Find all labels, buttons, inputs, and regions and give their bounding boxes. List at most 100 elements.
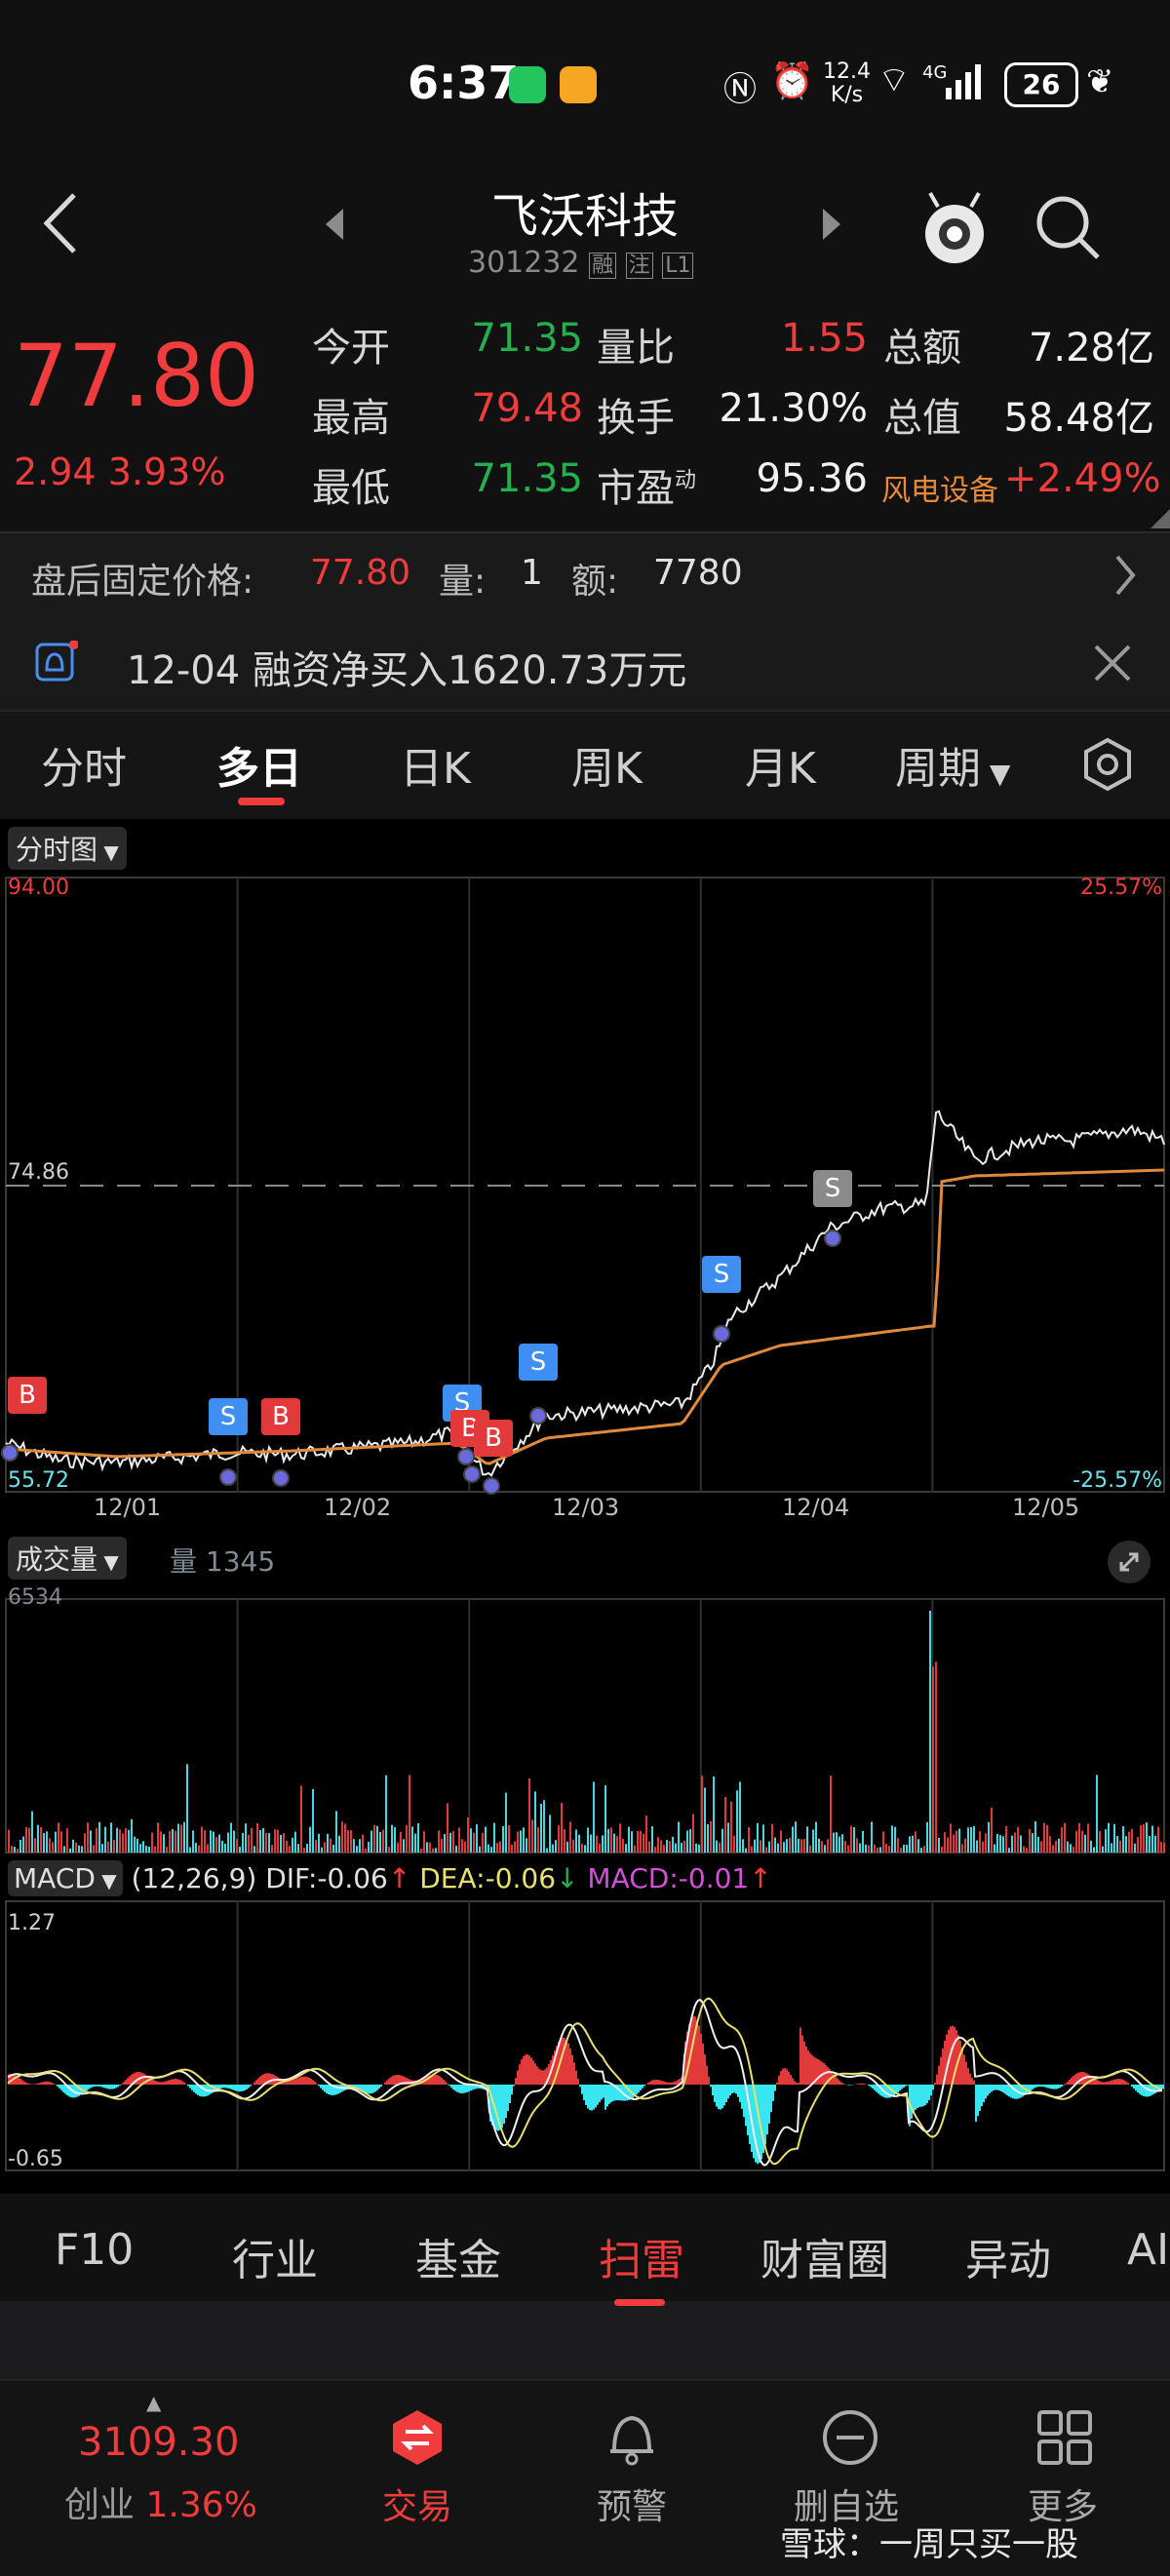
volume-bar bbox=[1113, 1824, 1115, 1853]
macd-selector-label: MACD bbox=[14, 1862, 96, 1894]
sell-marker[interactable]: S bbox=[209, 1398, 248, 1435]
volume-bar bbox=[473, 1833, 475, 1853]
volume-bar bbox=[43, 1833, 45, 1853]
tab-industry[interactable]: 行业 bbox=[232, 2225, 318, 2287]
close-icon[interactable] bbox=[1092, 643, 1133, 687]
buy-marker[interactable]: B bbox=[8, 1377, 47, 1414]
robot-assistant-icon[interactable] bbox=[920, 185, 989, 277]
volume-bar bbox=[879, 1847, 881, 1853]
macd-histogram-bar bbox=[667, 2083, 669, 2085]
macd-histogram-bar bbox=[193, 2085, 195, 2092]
macd-histogram-bar bbox=[458, 2085, 460, 2093]
search-icon[interactable] bbox=[1034, 193, 1102, 265]
volume-bar bbox=[248, 1835, 250, 1853]
sell-marker-inactive[interactable]: S bbox=[813, 1170, 852, 1207]
sell-marker[interactable]: S bbox=[519, 1344, 558, 1381]
macd-selector[interactable]: MACD ▼ bbox=[8, 1860, 123, 1896]
volume-bar bbox=[821, 1841, 823, 1853]
macd-histogram-bar bbox=[1053, 2085, 1055, 2089]
trade-icon[interactable] bbox=[388, 2408, 447, 2471]
tab-risk-scan[interactable]: 扫雷 bbox=[599, 2225, 684, 2287]
value-volume-ratio: 1.55 bbox=[702, 316, 868, 361]
volume-bar bbox=[107, 1842, 109, 1853]
sell-marker[interactable]: S bbox=[702, 1256, 741, 1293]
tab-movement[interactable]: 异动 bbox=[965, 2225, 1051, 2287]
macd-histogram-bar bbox=[868, 2085, 870, 2086]
tab-daily-k[interactable]: 日K bbox=[400, 733, 471, 796]
macd-histogram-bar bbox=[934, 2083, 936, 2085]
macd-histogram-bar bbox=[158, 2082, 160, 2085]
expand-icon[interactable] bbox=[1108, 1541, 1150, 1583]
macd-histogram-bar bbox=[25, 2083, 27, 2085]
tab-weekly-k[interactable]: 周K bbox=[571, 733, 643, 796]
macd-histogram-bar bbox=[928, 2085, 930, 2100]
volume-bar bbox=[991, 1808, 993, 1853]
financing-notice[interactable]: 12-04 融资净买入1620.73万元 bbox=[0, 621, 1170, 707]
macd-histogram-bar bbox=[595, 2085, 597, 2108]
volume-bar bbox=[318, 1834, 320, 1853]
volume-bar bbox=[104, 1827, 106, 1853]
sector-link[interactable]: 风电设备 bbox=[881, 466, 998, 509]
index-row[interactable]: 创业 1.36% bbox=[64, 2477, 257, 2527]
tab-multi-day[interactable]: 多日 bbox=[216, 733, 302, 796]
volume-bar bbox=[508, 1825, 510, 1853]
volume-bar bbox=[444, 1834, 446, 1853]
macd-histogram-bar bbox=[604, 2085, 606, 2110]
macd-histogram-bar bbox=[121, 2084, 123, 2085]
macd-histogram-bar bbox=[905, 2085, 907, 2087]
macd-histogram-bar bbox=[123, 2082, 125, 2085]
volume-bar bbox=[1122, 1826, 1124, 1853]
tab-ai[interactable]: AI bbox=[1127, 2225, 1169, 2275]
volume-bar bbox=[546, 1849, 548, 1854]
macd-histogram-bar bbox=[154, 2081, 156, 2085]
macd-histogram-bar bbox=[43, 2082, 45, 2085]
macd-histogram-bar bbox=[1045, 2085, 1047, 2088]
macd-histogram-bar bbox=[20, 2079, 21, 2085]
volume-bar bbox=[28, 1828, 30, 1853]
volume-bar bbox=[256, 1823, 258, 1853]
trade-label[interactable]: 交易 bbox=[382, 2478, 452, 2529]
macd-histogram-bar bbox=[224, 2085, 226, 2088]
macd-histogram-bar bbox=[597, 2085, 599, 2105]
arrow-down-icon: ↓ bbox=[556, 1862, 578, 1894]
buy-marker[interactable]: B bbox=[261, 1398, 300, 1435]
macd-histogram-bar bbox=[540, 2070, 542, 2085]
tab-monthly-k[interactable]: 月K bbox=[745, 733, 816, 796]
volume-bar bbox=[771, 1824, 773, 1853]
macd-histogram-bar bbox=[991, 2085, 993, 2091]
volume-bar bbox=[613, 1834, 615, 1853]
trade-point bbox=[825, 1230, 840, 1246]
buy-marker[interactable]: B bbox=[474, 1420, 513, 1457]
volume-bar bbox=[654, 1847, 656, 1853]
volume-bar bbox=[675, 1844, 677, 1853]
after-hours-label: 盘后固定价格: bbox=[31, 553, 254, 604]
more-grid-icon[interactable] bbox=[1035, 2408, 1094, 2471]
tab-funds[interactable]: 基金 bbox=[415, 2225, 501, 2287]
volume-bar bbox=[175, 1831, 176, 1853]
alert-bell-icon[interactable] bbox=[603, 2406, 661, 2471]
macd-histogram-bar bbox=[60, 2085, 62, 2090]
macd-histogram-bar bbox=[569, 2049, 571, 2085]
volume-bar bbox=[815, 1822, 817, 1853]
volume-bar bbox=[844, 1841, 846, 1853]
macd-histogram-bar bbox=[312, 2080, 314, 2085]
settings-icon[interactable] bbox=[1080, 737, 1135, 796]
tab-intraday[interactable]: 分时 bbox=[41, 733, 127, 796]
volume-bar bbox=[634, 1846, 636, 1853]
next-stock-button[interactable] bbox=[821, 205, 844, 248]
macd-histogram-bar bbox=[850, 2085, 852, 2086]
index-value[interactable]: 3109.30 bbox=[78, 2420, 239, 2465]
after-hours-row[interactable]: 盘后固定价格: 77.80 量: 1 额: 7780 bbox=[0, 531, 1170, 623]
volume-bar bbox=[245, 1823, 247, 1853]
tab-wealth-circle[interactable]: 财富圈 bbox=[760, 2225, 889, 2287]
macd-histogram-bar bbox=[876, 2085, 878, 2092]
volume-bar bbox=[303, 1848, 305, 1853]
macd-histogram-bar bbox=[963, 2055, 965, 2086]
tab-f10[interactable]: F10 bbox=[55, 2225, 134, 2275]
remove-favorite-icon[interactable] bbox=[821, 2408, 879, 2471]
volume-selector[interactable]: 成交量 ▼ bbox=[8, 1537, 127, 1580]
alert-label[interactable]: 预警 bbox=[597, 2478, 667, 2529]
volume-bar bbox=[1023, 1847, 1025, 1854]
tab-period[interactable]: 周期 ▼ bbox=[895, 733, 1010, 796]
macd-histogram-bar bbox=[665, 2082, 667, 2085]
